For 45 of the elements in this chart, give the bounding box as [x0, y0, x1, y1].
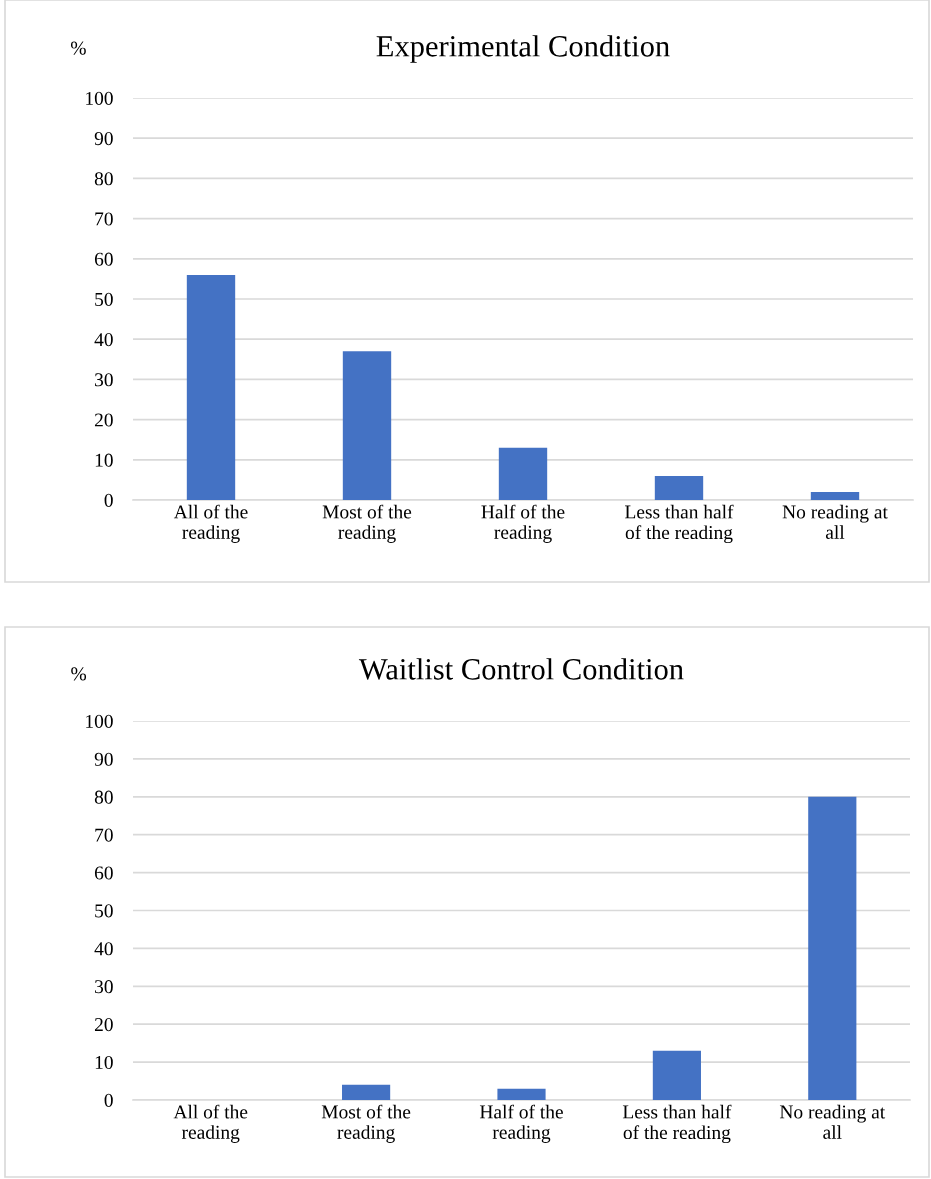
y-tick-label: 50 — [95, 292, 113, 306]
y-tick-label: 70 — [95, 828, 113, 842]
y-tick-label: 60 — [94, 866, 113, 880]
y-tick-label: 80 — [94, 790, 113, 804]
bar — [342, 1084, 391, 1100]
chart-title: Waitlist Control Condition — [358, 658, 684, 680]
y-tick-label: 0 — [104, 1093, 113, 1107]
y-axis-title: % — [70, 41, 86, 55]
x-tick-label: All of the reading — [173, 1104, 248, 1143]
y-tick-label: 20 — [94, 413, 113, 427]
x-tick-label: Half of the reading — [481, 504, 565, 543]
y-tick-label: 90 — [94, 132, 113, 146]
y-tick-label: 80 — [94, 172, 113, 186]
y-tick-label: 90 — [94, 752, 113, 766]
bar — [652, 1050, 701, 1100]
y-tick-label: 70 — [95, 212, 113, 226]
bar — [186, 274, 236, 500]
x-tick-label: Most of the reading — [322, 504, 412, 543]
bar — [497, 1088, 546, 1100]
x-tick-label: Less than half of the reading — [622, 1104, 732, 1144]
y-tick-label: 10 — [95, 453, 113, 467]
x-tick-label: Most of the reading — [321, 1104, 411, 1143]
y-tick-label: 30 — [95, 980, 113, 994]
y-tick-label: 100 — [86, 91, 113, 105]
bar — [654, 475, 704, 500]
y-tick-label: 30 — [95, 373, 113, 387]
x-tick-label: Less than half of the reading — [625, 504, 734, 544]
bar — [498, 447, 548, 500]
bar — [808, 796, 857, 1100]
bar — [810, 491, 860, 500]
x-tick-label: No reading at all — [782, 504, 888, 539]
chart-title: Experimental Condition — [376, 35, 670, 63]
x-tick-label: Half of the reading — [479, 1104, 563, 1143]
y-axis-title: % — [71, 667, 87, 681]
y-tick-label: 40 — [94, 942, 113, 956]
y-tick-label: 10 — [95, 1055, 113, 1070]
y-tick-label: 40 — [94, 333, 113, 347]
x-tick-label: All of the reading — [173, 504, 248, 543]
y-tick-label: 20 — [94, 1018, 113, 1032]
y-tick-label: 0 — [104, 493, 113, 507]
y-tick-label: 100 — [86, 714, 113, 728]
y-tick-label: 60 — [94, 252, 113, 266]
y-tick-label: 50 — [95, 904, 113, 918]
x-tick-label: No reading at all — [779, 1104, 886, 1139]
bar — [342, 351, 392, 500]
